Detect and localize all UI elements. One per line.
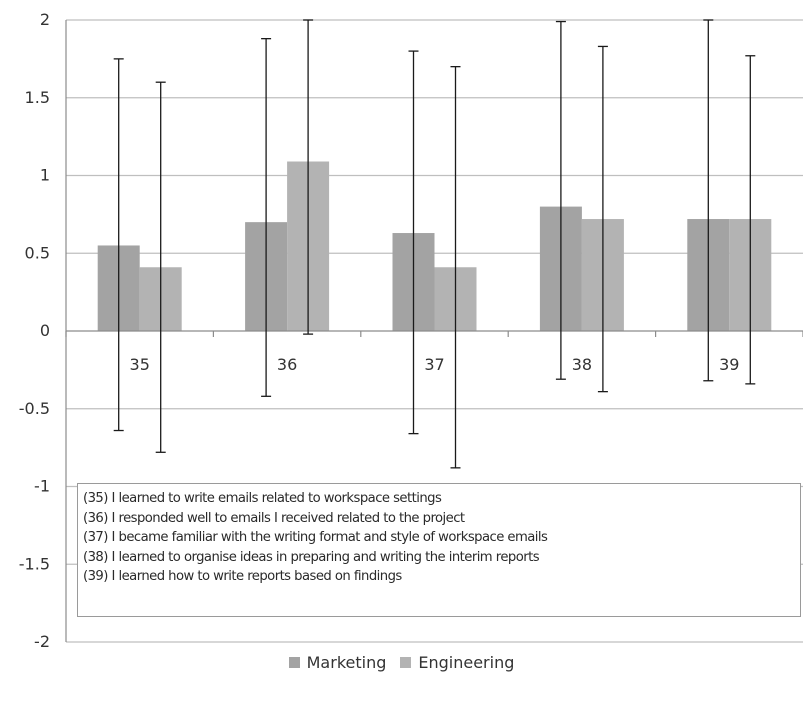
legend-label-engineering: Engineering — [418, 652, 515, 672]
legend-swatch-marketing — [288, 656, 300, 668]
y-tick-label: 1.5 — [25, 88, 50, 107]
item-description-37: (37) I became familiar with the writing … — [83, 530, 548, 545]
y-tick-label: -0.5 — [19, 399, 50, 418]
legend-item-marketing: Marketing — [288, 652, 387, 672]
x-category-label: 39 — [719, 355, 739, 374]
x-category-label: 36 — [277, 355, 297, 374]
item-description-39: (39) I learned how to write reports base… — [83, 569, 402, 584]
item-description-box: (35) I learned to write emails related t… — [77, 483, 801, 617]
x-category-label: 35 — [130, 355, 150, 374]
y-tick-label: -2 — [34, 632, 50, 651]
y-tick-label: 0.5 — [25, 243, 50, 262]
bars — [97, 161, 772, 331]
y-tick-label: -1.5 — [19, 554, 50, 573]
y-tick-label: 1 — [40, 166, 50, 185]
y-axis-tick-labels: -2 -1.5 -1 -0.5 0 0.5 1 1.5 2 — [19, 10, 50, 651]
legend-swatch-engineering — [400, 656, 412, 668]
x-axis — [65, 330, 803, 337]
x-category-label: 38 — [572, 355, 592, 374]
legend-item-engineering: Engineering — [400, 653, 514, 672]
x-axis-category-labels: 35 36 37 38 39 — [130, 355, 740, 374]
legend-label-marketing: Marketing — [306, 652, 387, 672]
series-legend: Marketing Engineering — [0, 650, 803, 674]
error-bars — [113, 19, 756, 469]
item-description-35: (35) I learned to write emails related t… — [83, 491, 442, 506]
x-category-label: 37 — [424, 355, 444, 374]
item-description-36: (36) I responded well to emails I receiv… — [83, 510, 465, 526]
y-tick-label: -1 — [34, 477, 50, 496]
y-tick-label: 2 — [40, 10, 50, 29]
item-description-38: (38) I learned to organise ideas in prep… — [83, 549, 540, 565]
y-tick-label: 0 — [40, 321, 50, 340]
